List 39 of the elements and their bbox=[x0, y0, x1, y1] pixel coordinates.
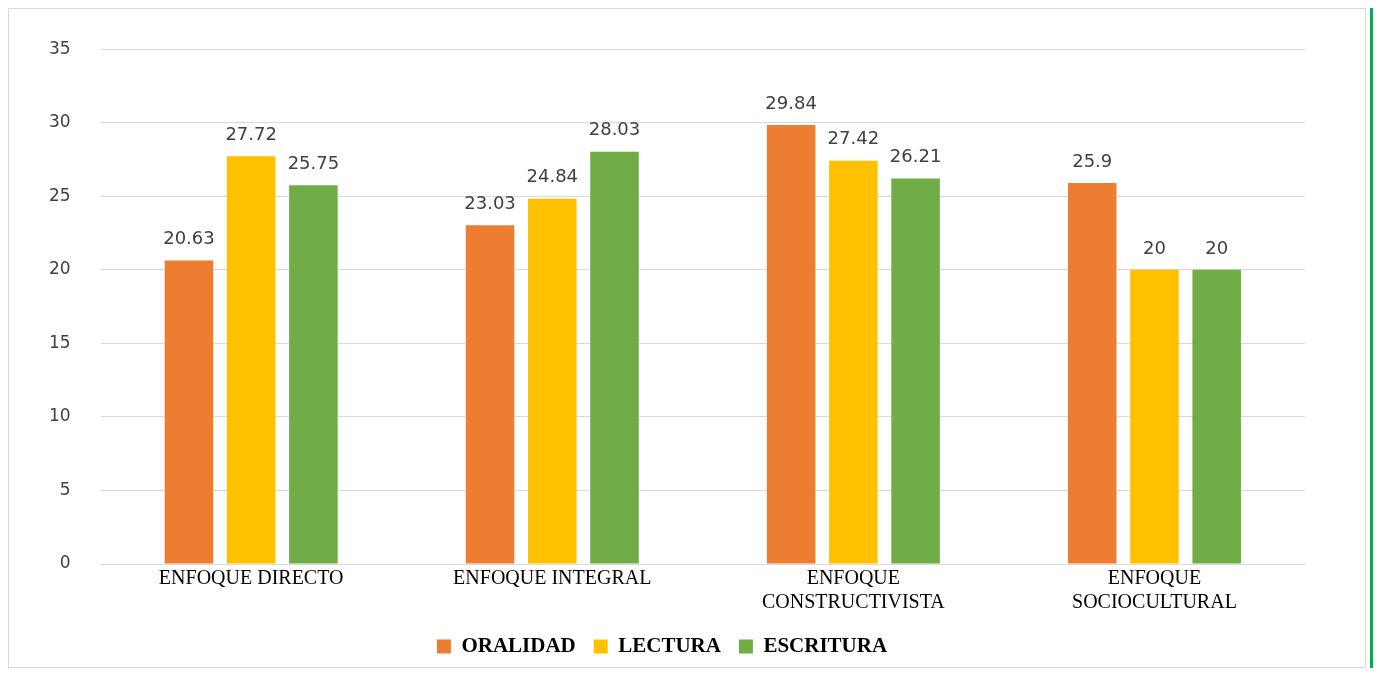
y-tick-label: 0 bbox=[59, 552, 71, 573]
data-label: 20 bbox=[1143, 236, 1166, 258]
legend-label: ESCRITURA bbox=[763, 632, 888, 657]
data-label: 20.63 bbox=[163, 227, 215, 249]
y-tick-label: 25 bbox=[48, 184, 71, 205]
x-tick-label: ENFOQUE SOCIOCULTURAL bbox=[1072, 566, 1237, 613]
y-tick-label: 35 bbox=[48, 37, 71, 58]
y-tick-label: 10 bbox=[48, 405, 71, 426]
y-tick-label: 30 bbox=[48, 111, 71, 132]
x-tick-label: ENFOQUE DIRECTO bbox=[158, 566, 344, 589]
y-tick-label: 15 bbox=[48, 331, 71, 352]
bar bbox=[465, 225, 515, 564]
data-label: 28.03 bbox=[588, 118, 641, 140]
bar bbox=[226, 156, 276, 564]
bar bbox=[289, 185, 338, 564]
bar bbox=[1067, 183, 1117, 564]
data-label: 24.84 bbox=[526, 165, 579, 187]
bar bbox=[829, 160, 878, 564]
data-label: 25.9 bbox=[1072, 149, 1113, 171]
bar bbox=[164, 260, 214, 564]
data-label: 23.03 bbox=[464, 191, 516, 213]
legend-label: ORALIDAD bbox=[461, 632, 576, 657]
bar bbox=[1192, 269, 1241, 564]
data-label: 27.42 bbox=[827, 127, 880, 149]
bar bbox=[891, 178, 940, 564]
legend-label: LECTURA bbox=[618, 632, 722, 657]
data-label: 25.75 bbox=[287, 151, 340, 173]
bar bbox=[766, 125, 816, 564]
data-label: 27.72 bbox=[225, 122, 277, 144]
data-label: 20 bbox=[1205, 236, 1229, 258]
bar bbox=[528, 198, 577, 564]
y-tick-label: 20 bbox=[48, 258, 71, 279]
data-label: 26.21 bbox=[889, 145, 942, 167]
y-tick-label: 5 bbox=[59, 478, 71, 499]
data-label: 29.84 bbox=[765, 91, 817, 113]
bar bbox=[590, 151, 639, 564]
x-tick-label: ENFOQUE CONSTRUCTIVISTA bbox=[761, 566, 946, 613]
bar bbox=[1130, 269, 1179, 564]
x-tick-label: ENFOQUE INTEGRAL bbox=[453, 566, 652, 589]
